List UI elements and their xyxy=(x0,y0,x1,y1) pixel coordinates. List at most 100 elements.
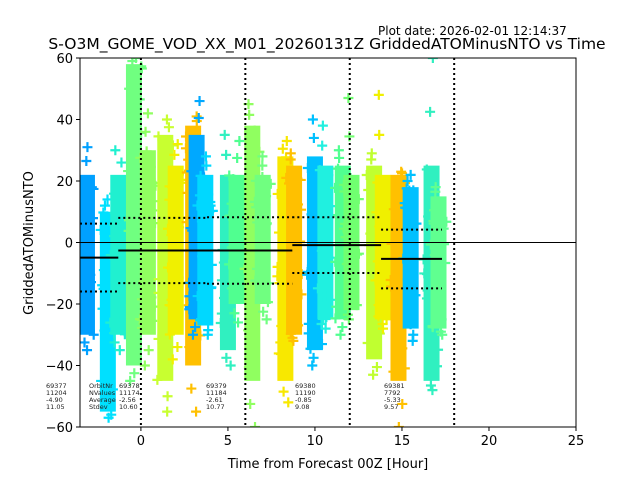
data-point xyxy=(130,254,141,265)
data-point xyxy=(117,321,128,332)
data-point xyxy=(164,329,175,340)
data-point xyxy=(245,398,256,409)
data-point xyxy=(283,397,294,408)
data-point xyxy=(88,213,99,224)
data-point xyxy=(129,191,140,202)
data-point xyxy=(323,166,334,177)
stat-label: OrbitNr xyxy=(89,382,113,390)
data-point xyxy=(256,208,267,219)
x-tick-label: 25 xyxy=(568,434,585,449)
data-point xyxy=(296,289,307,300)
stat-value: 69378 xyxy=(119,382,140,390)
data-point xyxy=(376,195,387,206)
data-point xyxy=(290,201,301,212)
y-tick-label: −60 xyxy=(46,421,73,436)
data-point xyxy=(388,204,399,215)
data-point xyxy=(125,375,136,386)
data-point xyxy=(125,300,136,311)
stat-label: Average xyxy=(89,396,116,404)
data-point xyxy=(372,177,383,188)
data-point xyxy=(249,196,260,207)
data-point xyxy=(243,325,254,336)
data-point xyxy=(342,309,353,320)
data-point xyxy=(127,289,138,300)
y-tick-label: 0 xyxy=(65,237,73,252)
data-point xyxy=(162,406,173,417)
data-point xyxy=(394,355,405,366)
data-point xyxy=(314,165,325,176)
scatter-columns xyxy=(80,58,452,427)
data-point xyxy=(256,261,267,272)
data-point xyxy=(152,374,163,385)
data-point xyxy=(432,203,443,214)
data-point xyxy=(124,83,135,94)
data-point xyxy=(80,195,90,206)
x-tick-label: 20 xyxy=(481,434,498,449)
stat-value: 11190 xyxy=(295,389,316,397)
data-point xyxy=(82,142,93,153)
y-axis: −60 −40 −20 0 20 40 60 xyxy=(46,52,80,436)
data-point xyxy=(317,120,328,131)
data-point xyxy=(166,230,177,241)
data-point xyxy=(353,248,364,259)
data-point xyxy=(129,210,140,221)
data-point xyxy=(137,294,148,305)
data-point xyxy=(397,398,408,409)
data-point xyxy=(361,170,372,181)
y-tick-label: −20 xyxy=(46,298,73,313)
data-point xyxy=(373,300,384,311)
data-point xyxy=(123,166,134,177)
data-column-11 xyxy=(224,136,250,328)
data-point xyxy=(161,114,172,125)
data-point xyxy=(353,194,364,205)
data-point xyxy=(191,406,202,417)
data-point xyxy=(405,258,416,269)
data-point xyxy=(109,328,120,339)
data-point xyxy=(399,363,410,374)
stat-value: 69379 xyxy=(206,382,227,390)
data-point xyxy=(127,58,138,67)
data-point xyxy=(288,248,299,259)
data-point xyxy=(105,317,116,328)
data-point xyxy=(440,257,451,268)
data-point xyxy=(234,136,245,147)
data-point xyxy=(80,283,88,294)
stat-value: 9.08 xyxy=(295,403,309,411)
data-point xyxy=(425,106,436,117)
data-point xyxy=(432,361,443,372)
data-point xyxy=(153,333,164,344)
data-point xyxy=(387,281,398,292)
data-point xyxy=(109,337,120,348)
data-point xyxy=(372,256,383,267)
data-point xyxy=(113,211,124,222)
data-point xyxy=(249,125,260,136)
stat-value: 7792 xyxy=(384,389,401,397)
data-point xyxy=(435,326,446,337)
stat-value: -2.61 xyxy=(206,396,223,404)
data-point xyxy=(283,178,294,189)
data-point xyxy=(99,200,110,211)
data-point xyxy=(425,380,436,391)
stat-value: 11204 xyxy=(46,389,67,397)
data-point xyxy=(82,345,93,356)
data-point xyxy=(206,282,217,293)
data-point xyxy=(337,322,348,333)
stat-value: -5.33 xyxy=(384,396,401,404)
data-point xyxy=(333,163,344,174)
data-point xyxy=(194,190,205,201)
data-point xyxy=(158,290,169,301)
data-point xyxy=(106,409,117,420)
data-point xyxy=(101,340,112,351)
data-point xyxy=(281,136,292,147)
data-point xyxy=(172,139,183,150)
stat-value: 9.57 xyxy=(384,403,398,411)
data-point xyxy=(307,360,318,371)
data-point xyxy=(363,184,374,195)
x-tick-label: 10 xyxy=(307,434,324,449)
data-point xyxy=(116,217,127,228)
data-point xyxy=(167,140,178,151)
data-point xyxy=(114,345,125,356)
data-point xyxy=(374,129,385,140)
data-point xyxy=(438,223,449,234)
data-point xyxy=(406,210,417,221)
